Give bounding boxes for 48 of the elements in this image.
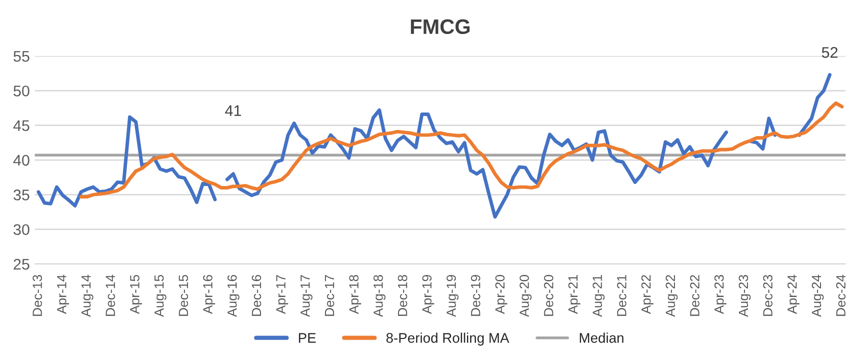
y-tick-label: 25 [14,258,30,270]
x-tick-label: Apr-22 [641,275,654,314]
legend-label: Median [580,332,624,343]
legend-label: 8-Period Rolling MA [386,332,510,346]
x-tick-label: Aug-17 [300,275,312,317]
x-tick-label: Apr-17 [276,275,288,314]
x-tick-label: Dec-15 [178,274,188,316]
x-tick-label: Aug-15 [154,274,166,317]
x-tick-label: Dec-17 [324,275,334,316]
x-tick-label: Apr-20 [495,274,508,314]
y-tick-label: 35 [14,190,30,200]
x-tick-label: Apr-19 [422,275,434,314]
x-tick-label: Apr-14 [57,274,69,314]
line-series [79,101,844,198]
x-tick-label: Dec-16 [252,274,262,316]
x-tick-label: Aug-21 [592,275,605,317]
x-tick-label: Apr-18 [349,274,362,314]
x-tick-label: Dec-24 [836,274,846,316]
chart-title: FMCG [410,19,470,34]
y-tick-label: 55 [14,51,30,62]
x-tick-label: Dec-21 [617,275,626,316]
x-tick-label: Dec-22 [690,275,700,316]
x-tick-label: Apr-15 [130,274,142,314]
x-tick-label: Aug-24 [812,274,824,317]
x-tick-label: Aug-14 [81,274,94,317]
x-tick-label: Apr-21 [568,275,580,314]
y-tick-label: 45 [13,120,30,132]
annotation: 41 [225,105,241,116]
x-tick-label: Dec-20 [544,274,554,316]
y-tick-label: 40 [13,154,30,166]
x-tick-label: Aug-18 [374,274,386,317]
x-tick-label: Aug-16 [227,274,240,317]
x-tick-label: Apr-24 [787,274,800,314]
x-tick-label: Aug-23 [738,274,751,317]
x-tick-label: Dec-18 [398,274,408,316]
legend-label: PE [298,333,316,343]
x-tick-label: Dec-19 [470,275,480,316]
x-tick-label: Aug-20 [520,274,532,317]
x-tick-label: Apr-23 [714,274,726,314]
y-tick-label: 50 [14,86,30,96]
x-tick-label: Dec-13 [32,274,42,316]
x-tick-label: Aug-22 [666,275,678,317]
y-tick-label: 30 [14,224,30,236]
data-label: 52 [822,47,838,58]
x-tick-label: Apr-16 [203,274,216,314]
x-tick-label: Aug-19 [446,275,459,317]
x-tick-label: Dec-14 [106,274,116,316]
x-tick-label: Dec-23 [763,274,772,316]
